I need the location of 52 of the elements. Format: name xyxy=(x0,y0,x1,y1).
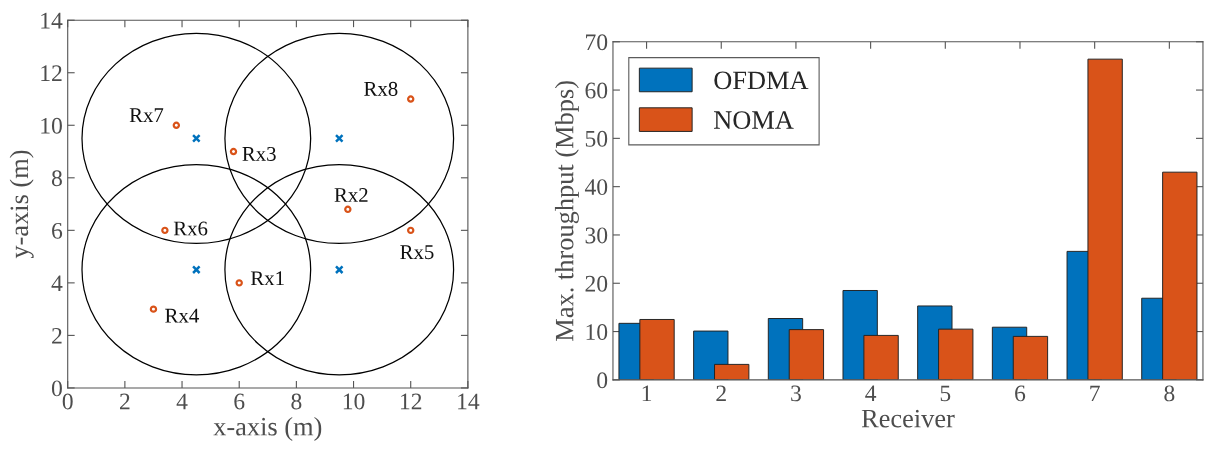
y-tick-label: 6 xyxy=(52,222,63,239)
annotation: Rx8 xyxy=(364,81,398,96)
point xyxy=(407,95,415,103)
x-tick-label: 2 xyxy=(716,385,726,402)
y-tick-label: 70 xyxy=(586,34,608,51)
point xyxy=(344,205,352,214)
annotation: Rx1 xyxy=(250,271,284,286)
x-tick-label: 6 xyxy=(1015,385,1026,402)
x-axis-title: Receiver xyxy=(861,409,955,428)
y-tick-label: 0 xyxy=(597,372,608,389)
x-tick-label: 8 xyxy=(1164,385,1175,402)
y-tick-label: 50 xyxy=(585,130,608,147)
x-tick-label: 4 xyxy=(865,385,877,402)
y-tick-label: 2 xyxy=(52,327,62,344)
annotation: Rx6 xyxy=(173,221,208,236)
x-axis-title: x-axis (m) xyxy=(213,416,322,441)
y-axis-title: Max. throughput (Mbps) xyxy=(554,81,579,341)
x-tick-label: 6 xyxy=(234,393,245,410)
x-tick-label: 10 xyxy=(343,393,365,410)
y-tick-label: 10 xyxy=(41,117,62,134)
y-axis-title: y-axis (m) xyxy=(9,150,34,259)
annotation: Rx5 xyxy=(400,245,434,260)
y-tick-label: 30 xyxy=(585,227,608,244)
x-tick-label: 4 xyxy=(176,393,188,410)
point xyxy=(161,226,169,235)
x-tick-label: 3 xyxy=(791,385,801,402)
point xyxy=(172,121,181,129)
y-tick-label: 20 xyxy=(585,275,608,292)
x-tick-label: 12 xyxy=(400,393,422,410)
point xyxy=(235,279,243,287)
y-tick-label: 12 xyxy=(41,65,62,81)
legend-label: NOMA xyxy=(714,111,794,129)
annotation: Rx4 xyxy=(165,308,199,323)
x-tick-label: 5 xyxy=(940,385,951,402)
x-tick-label: 8 xyxy=(291,393,302,410)
annotation: Rx2 xyxy=(334,188,368,202)
y-tick-label: 14 xyxy=(41,12,63,29)
point xyxy=(149,305,158,313)
y-tick-label: 10 xyxy=(586,324,608,340)
x-tick-label: 14 xyxy=(458,393,480,410)
y-tick-label: 40 xyxy=(584,179,608,196)
y-tick-label: 8 xyxy=(51,170,62,187)
x-tick-label: 1 xyxy=(642,385,652,402)
x-tick-label: 2 xyxy=(120,393,130,410)
y-tick-label: 60 xyxy=(585,82,608,99)
point xyxy=(407,226,415,235)
annotation: Rx7 xyxy=(129,108,164,122)
x-tick-label: 7 xyxy=(1090,385,1100,402)
annotation: Rx3 xyxy=(242,146,276,161)
legend-label: OFDMA xyxy=(714,71,809,90)
y-tick-label: 4 xyxy=(51,275,63,292)
point xyxy=(229,147,238,156)
